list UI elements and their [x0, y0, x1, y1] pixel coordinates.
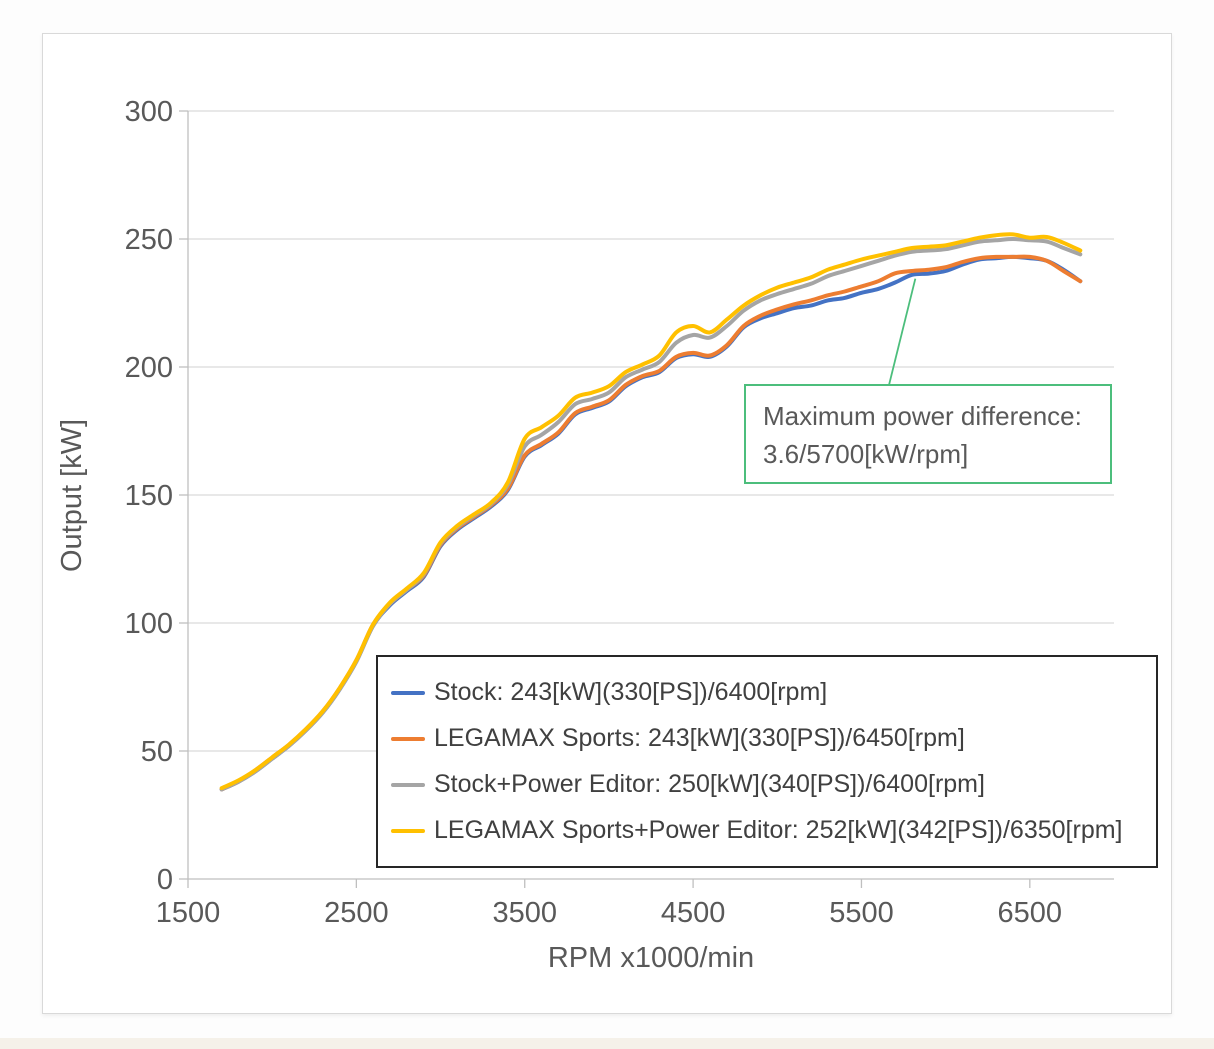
annotation-text-line2: 3.6/5700[kW/rpm] [763, 439, 969, 469]
x-tick-label: 1500 [156, 897, 221, 929]
x-tick-label: 5500 [829, 897, 894, 929]
legend-label-stock-power-editor: Stock+Power Editor: 250[kW](340[PS])/640… [434, 770, 985, 798]
legend-label-legamax-sports: LEGAMAX Sports: 243[kW](330[PS])/6450[rp… [434, 724, 965, 752]
legend-item-legamax-sports: LEGAMAX Sports: 243[kW](330[PS])/6450[rp… [378, 724, 1156, 753]
x-tick-label: 6500 [998, 897, 1063, 929]
x-tick-label: 4500 [661, 897, 726, 929]
series-line-legamax-sports-power-editor [219, 232, 1083, 791]
legend: Stock: 243[kW](330[PS])/6400[rpm] LEGAMAX… [376, 655, 1158, 868]
legend-label-legamax-sports-power-editor: LEGAMAX Sports+Power Editor: 252[kW](342… [434, 816, 1123, 844]
legend-item-legamax-sports-power-editor: LEGAMAX Sports+Power Editor: 252[kW](342… [378, 816, 1156, 845]
chart-plot-area: 0 50 100 150 200 250 300 1500 2500 3500 4500 5500 65… [125, 96, 1114, 929]
legend-item-stock: Stock: 243[kW](330[PS])/6400[rpm] [378, 678, 1156, 707]
y-tick-label: 100 [125, 608, 173, 640]
y-tick-label: 50 [141, 736, 173, 768]
x-tick-label: 3500 [492, 897, 557, 929]
y-tick-label: 250 [125, 224, 173, 256]
x-axis-title: RPM x1000/min [547, 942, 755, 974]
y-tick-label: 200 [125, 352, 173, 384]
legend-swatch-stock-power-editor [391, 782, 425, 787]
legend-swatch-stock [391, 690, 425, 695]
x-tick-label: 2500 [324, 897, 389, 929]
legend-item-stock-power-editor: Stock+Power Editor: 250[kW](340[PS])/640… [378, 770, 1156, 799]
annotation-leader-line [888, 278, 917, 386]
annotation-callout: Maximum power difference: 3.6/5700[kW/rp… [744, 384, 1112, 484]
legend-swatch-legamax-sports-power-editor [391, 828, 425, 833]
chart-card: 0 50 100 150 200 250 300 1500 2500 3500 4500 5500 65… [42, 33, 1172, 1014]
y-tick-label: 150 [125, 480, 173, 512]
legend-swatch-legamax-sports [391, 736, 425, 741]
y-tick-label: 0 [157, 864, 173, 896]
y-tick-label: 300 [125, 96, 173, 128]
annotation-text-line1: Maximum power difference: [763, 401, 1082, 431]
legend-label-stock: Stock: 243[kW](330[PS])/6400[rpm] [434, 678, 828, 706]
bottom-strip [0, 1038, 1214, 1049]
